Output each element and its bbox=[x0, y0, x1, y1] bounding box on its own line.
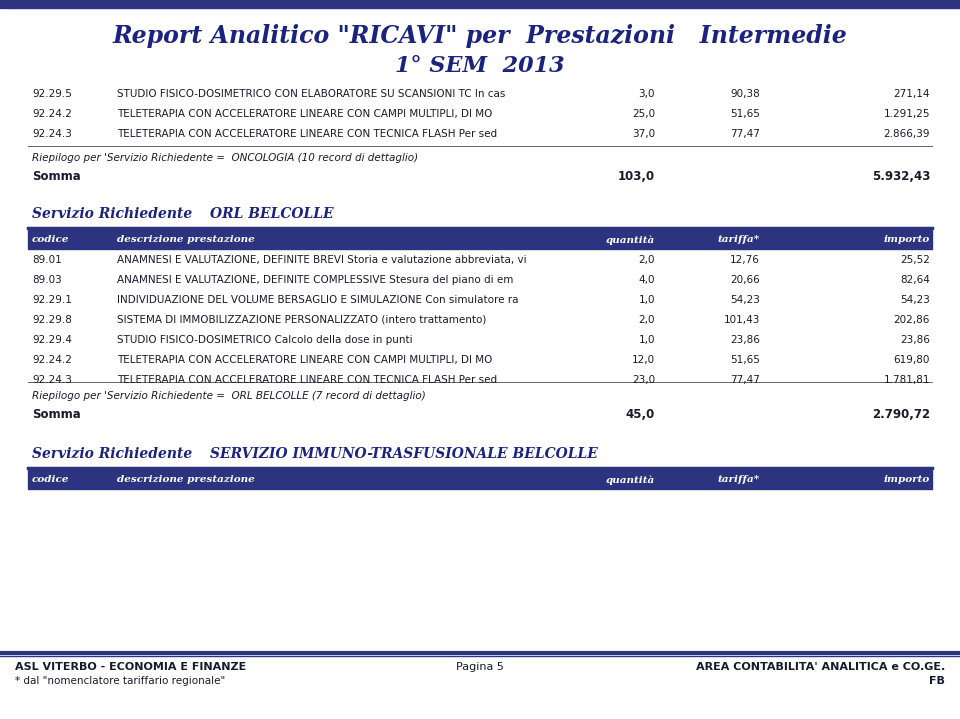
Text: 12,76: 12,76 bbox=[731, 255, 760, 265]
Text: 2.866,39: 2.866,39 bbox=[883, 129, 930, 139]
Bar bbox=[28, 230, 932, 248]
Text: 2.790,72: 2.790,72 bbox=[872, 408, 930, 421]
Text: 2,0: 2,0 bbox=[638, 315, 655, 325]
Text: 92.29.4: 92.29.4 bbox=[32, 335, 72, 345]
Text: 202,86: 202,86 bbox=[894, 315, 930, 325]
Text: 45,0: 45,0 bbox=[626, 408, 655, 421]
Text: 20,66: 20,66 bbox=[731, 275, 760, 285]
Text: 1,0: 1,0 bbox=[638, 335, 655, 345]
Text: 37,0: 37,0 bbox=[632, 129, 655, 139]
Text: 90,38: 90,38 bbox=[731, 89, 760, 99]
Text: TELETERAPIA CON ACCELERATORE LINEARE CON TECNICA FLASH Per sed: TELETERAPIA CON ACCELERATORE LINEARE CON… bbox=[117, 375, 497, 385]
Text: 1° SEM  2013: 1° SEM 2013 bbox=[396, 55, 564, 77]
Text: 92.29.1: 92.29.1 bbox=[32, 295, 72, 305]
Text: 92.24.3: 92.24.3 bbox=[32, 129, 72, 139]
Text: Somma: Somma bbox=[32, 170, 81, 183]
Text: 77,47: 77,47 bbox=[731, 375, 760, 385]
Text: importo: importo bbox=[884, 236, 930, 244]
Text: 25,0: 25,0 bbox=[632, 109, 655, 119]
Text: 4,0: 4,0 bbox=[638, 275, 655, 285]
Text: TELETERAPIA CON ACCELERATORE LINEARE CON CAMPI MULTIPLI, DI MO: TELETERAPIA CON ACCELERATORE LINEARE CON… bbox=[117, 109, 492, 119]
Text: FB: FB bbox=[929, 676, 945, 686]
Text: tariffa*: tariffa* bbox=[718, 236, 760, 244]
Text: 23,0: 23,0 bbox=[632, 375, 655, 385]
Text: Report Analitico "RICAVI" per  Prestazioni   Intermedie: Report Analitico "RICAVI" per Prestazion… bbox=[112, 24, 848, 48]
Text: 54,23: 54,23 bbox=[731, 295, 760, 305]
Text: descrizione prestazione: descrizione prestazione bbox=[117, 236, 254, 244]
Text: 92.24.2: 92.24.2 bbox=[32, 109, 72, 119]
Bar bbox=[0, 0, 960, 8]
Text: INDIVIDUAZIONE DEL VOLUME BERSAGLIO E SIMULAZIONE Con simulatore ra: INDIVIDUAZIONE DEL VOLUME BERSAGLIO E SI… bbox=[117, 295, 518, 305]
Text: tariffa*: tariffa* bbox=[718, 475, 760, 485]
Text: quantità: quantità bbox=[606, 235, 655, 244]
Text: 23,86: 23,86 bbox=[900, 335, 930, 345]
Text: STUDIO FISICO-DOSIMETRICO CON ELABORATORE SU SCANSIONI TC In cas: STUDIO FISICO-DOSIMETRICO CON ELABORATOR… bbox=[117, 89, 505, 99]
Text: 619,80: 619,80 bbox=[894, 355, 930, 365]
Text: STUDIO FISICO-DOSIMETRICO Calcolo della dose in punti: STUDIO FISICO-DOSIMETRICO Calcolo della … bbox=[117, 335, 413, 345]
Text: 23,86: 23,86 bbox=[731, 335, 760, 345]
Text: quantità: quantità bbox=[606, 475, 655, 485]
Text: Riepilogo per 'Servizio Richiedente =  ONCOLOGIA (10 record di dettaglio): Riepilogo per 'Servizio Richiedente = ON… bbox=[32, 153, 419, 163]
Text: 101,43: 101,43 bbox=[724, 315, 760, 325]
Text: 12,0: 12,0 bbox=[632, 355, 655, 365]
Text: 92.24.2: 92.24.2 bbox=[32, 355, 72, 365]
Bar bbox=[28, 470, 932, 488]
Text: 77,47: 77,47 bbox=[731, 129, 760, 139]
Text: 103,0: 103,0 bbox=[618, 170, 655, 183]
Text: 2,0: 2,0 bbox=[638, 255, 655, 265]
Text: ANAMNESI E VALUTAZIONE, DEFINITE COMPLESSIVE Stesura del piano di em: ANAMNESI E VALUTAZIONE, DEFINITE COMPLES… bbox=[117, 275, 514, 285]
Text: 5.932,43: 5.932,43 bbox=[872, 170, 930, 183]
Text: TELETERAPIA CON ACCELERATORE LINEARE CON CAMPI MULTIPLI, DI MO: TELETERAPIA CON ACCELERATORE LINEARE CON… bbox=[117, 355, 492, 365]
Text: Pagina 5: Pagina 5 bbox=[456, 662, 504, 672]
Text: 271,14: 271,14 bbox=[894, 89, 930, 99]
Text: 1,0: 1,0 bbox=[638, 295, 655, 305]
Text: importo: importo bbox=[884, 475, 930, 485]
Text: ANAMNESI E VALUTAZIONE, DEFINITE BREVI Storia e valutazione abbreviata, vi: ANAMNESI E VALUTAZIONE, DEFINITE BREVI S… bbox=[117, 255, 527, 265]
Text: Servizio Richiedente: Servizio Richiedente bbox=[32, 207, 192, 221]
Text: codice: codice bbox=[32, 236, 69, 244]
Text: 1.781,81: 1.781,81 bbox=[883, 375, 930, 385]
Text: 92.29.8: 92.29.8 bbox=[32, 315, 72, 325]
Text: 51,65: 51,65 bbox=[731, 355, 760, 365]
Text: SERVIZIO IMMUNO-TRASFUSIONALE BELCOLLE: SERVIZIO IMMUNO-TRASFUSIONALE BELCOLLE bbox=[210, 447, 598, 461]
Text: 51,65: 51,65 bbox=[731, 109, 760, 119]
Text: * dal "nomenclatore tariffario regionale": * dal "nomenclatore tariffario regionale… bbox=[15, 676, 226, 686]
Text: 82,64: 82,64 bbox=[900, 275, 930, 285]
Text: TELETERAPIA CON ACCELERATORE LINEARE CON TECNICA FLASH Per sed: TELETERAPIA CON ACCELERATORE LINEARE CON… bbox=[117, 129, 497, 139]
Text: SISTEMA DI IMMOBILIZZAZIONE PERSONALIZZATO (intero trattamento): SISTEMA DI IMMOBILIZZAZIONE PERSONALIZZA… bbox=[117, 315, 487, 325]
Text: codice: codice bbox=[32, 475, 69, 485]
Text: 92.24.3: 92.24.3 bbox=[32, 375, 72, 385]
Text: 89.01: 89.01 bbox=[32, 255, 61, 265]
Text: ORL BELCOLLE: ORL BELCOLLE bbox=[210, 207, 334, 221]
Text: Riepilogo per 'Servizio Richiedente =  ORL BELCOLLE (7 record di dettaglio): Riepilogo per 'Servizio Richiedente = OR… bbox=[32, 391, 425, 401]
Text: 1.291,25: 1.291,25 bbox=[883, 109, 930, 119]
Text: Somma: Somma bbox=[32, 408, 81, 421]
Text: descrizione prestazione: descrizione prestazione bbox=[117, 475, 254, 485]
Text: 54,23: 54,23 bbox=[900, 295, 930, 305]
Text: 25,52: 25,52 bbox=[900, 255, 930, 265]
Text: Servizio Richiedente: Servizio Richiedente bbox=[32, 447, 192, 461]
Text: 3,0: 3,0 bbox=[638, 89, 655, 99]
Text: 92.29.5: 92.29.5 bbox=[32, 89, 72, 99]
Text: AREA CONTABILITA' ANALITICA e CO.GE.: AREA CONTABILITA' ANALITICA e CO.GE. bbox=[696, 662, 945, 672]
Text: ASL VITERBO - ECONOMIA E FINANZE: ASL VITERBO - ECONOMIA E FINANZE bbox=[15, 662, 247, 672]
Text: 89.03: 89.03 bbox=[32, 275, 61, 285]
